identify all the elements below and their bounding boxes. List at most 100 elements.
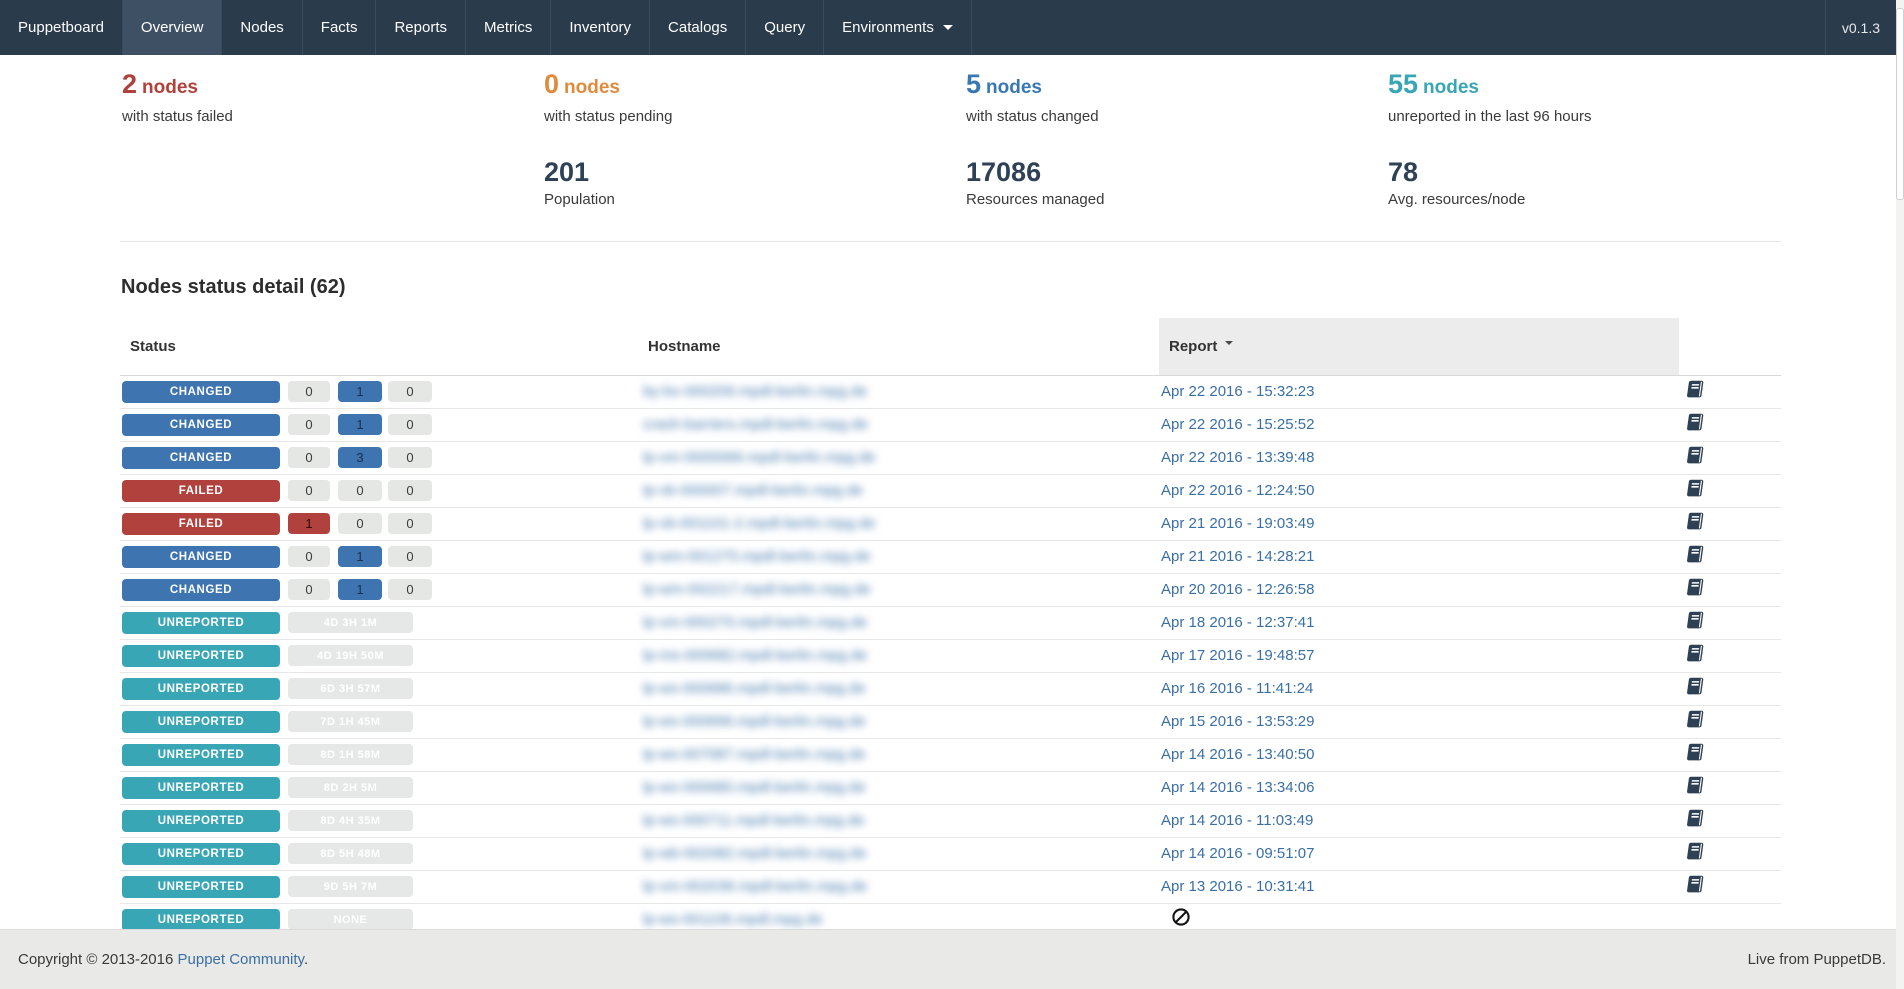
report-book-icon[interactable]: [1685, 742, 1706, 763]
report-icon-cell: [1679, 738, 1781, 772]
table-row: UNREPORTED 7D 1H 45M lp-ws-000696.mpdl-b…: [120, 705, 1781, 739]
scrollbar-track[interactable]: [1896, 0, 1904, 989]
report-date-link[interactable]: Apr 13 2016 - 10:31:41: [1161, 877, 1315, 895]
status-badge: UNREPORTED: [122, 611, 280, 634]
hostname-link-redacted[interactable]: lp-vm-000270.mpdl-berlin.mpg.de: [643, 613, 868, 631]
report-date-link[interactable]: Apr 14 2016 - 13:34:06: [1161, 778, 1315, 796]
report-book-icon[interactable]: [1685, 478, 1706, 499]
hostname-link-redacted[interactable]: lp-vm-002036.mpdl-berlin.mpg.de: [643, 877, 868, 895]
hostname-link-redacted[interactable]: lp-ws-000680.mpdl-berlin.mpg.de: [643, 778, 866, 796]
nav-item-catalogs[interactable]: Catalogs: [650, 0, 747, 55]
column-header-hostname[interactable]: Hostname: [638, 318, 1159, 376]
report-date-link[interactable]: Apr 15 2016 - 13:53:29: [1161, 712, 1315, 730]
report-date-link[interactable]: Apr 22 2016 - 12:24:50: [1161, 481, 1315, 499]
column-header-report[interactable]: Report: [1159, 318, 1679, 376]
nav-item-nodes[interactable]: Nodes: [222, 0, 303, 55]
report-book-icon[interactable]: [1685, 610, 1706, 631]
report-book-icon[interactable]: [1685, 775, 1706, 796]
nav-item-facts[interactable]: Facts: [303, 0, 377, 55]
report-book-icon[interactable]: [1685, 874, 1706, 895]
scrollbar-thumb[interactable]: [1896, 8, 1904, 200]
nav-item-inventory[interactable]: Inventory: [551, 0, 651, 55]
brand-puppetboard[interactable]: Puppetboard: [0, 0, 123, 55]
book-icon: [1687, 710, 1704, 727]
report-date-link[interactable]: Apr 14 2016 - 13:40:50: [1161, 745, 1315, 763]
changed-unit: nodes: [986, 77, 1042, 98]
report-cell: Apr 14 2016 - 13:40:50: [1159, 738, 1679, 772]
hostname-cell: lp-vb-001101-2.mpdl-berlin.mpg.de: [638, 507, 1159, 541]
nav-item-environments[interactable]: Environments: [824, 0, 972, 55]
report-book-icon[interactable]: [1685, 808, 1706, 829]
report-cell: Apr 14 2016 - 09:51:07: [1159, 837, 1679, 871]
book-icon: [1687, 479, 1704, 496]
report-date-link[interactable]: Apr 16 2016 - 11:41:24: [1161, 679, 1314, 697]
report-date-link[interactable]: Apr 22 2016 - 15:32:23: [1161, 382, 1315, 400]
hostname-link-redacted[interactable]: lp-wm-001275.mpdl-berlin.mpg.de: [643, 547, 871, 565]
hostname-link-redacted[interactable]: lp-ws-000711.mpdl-berlin.mpg.de: [643, 811, 865, 829]
pending-description: with status pending: [544, 108, 673, 125]
ban-icon: [1172, 908, 1190, 926]
status-badge: UNREPORTED: [122, 644, 280, 667]
unreported-unit: nodes: [1423, 77, 1479, 98]
hostname-cell: lp-ws-000680.mpdl-berlin.mpg.de: [638, 771, 1159, 805]
report-date-link[interactable]: Apr 20 2016 - 12:26:58: [1161, 580, 1315, 598]
hostname-link-redacted[interactable]: lp-vb-001101-2.mpdl-berlin.mpg.de: [643, 514, 876, 532]
report-book-icon[interactable]: [1685, 379, 1706, 400]
report-book-icon[interactable]: [1685, 511, 1706, 532]
status-badge: UNREPORTED: [122, 908, 280, 931]
nav-item-reports[interactable]: Reports: [376, 0, 466, 55]
report-cell: Apr 22 2016 - 13:39:48: [1159, 441, 1679, 475]
nav-item-overview[interactable]: Overview: [122, 0, 223, 55]
report-book-icon[interactable]: [1685, 643, 1706, 664]
report-date-link[interactable]: Apr 22 2016 - 13:39:48: [1161, 448, 1315, 466]
report-book-icon[interactable]: [1685, 577, 1706, 598]
hostname-cell: lp-wm-001275.mpdl-berlin.mpg.de: [638, 540, 1159, 574]
no-report-indicator: [1171, 907, 1191, 927]
report-book-icon[interactable]: [1685, 544, 1706, 565]
report-cell: Apr 21 2016 - 19:03:49: [1159, 507, 1679, 541]
report-date-link[interactable]: Apr 14 2016 - 09:51:07: [1161, 844, 1315, 862]
report-date-link[interactable]: Apr 14 2016 - 11:03:49: [1161, 811, 1314, 829]
status-badge: UNREPORTED: [122, 677, 280, 700]
count-badges: 8D 5H 48M: [280, 843, 413, 864]
report-book-icon[interactable]: [1685, 841, 1706, 862]
nav-item-query[interactable]: Query: [746, 0, 825, 55]
hostname-link-redacted[interactable]: lp-ms-000682.mpdl-berlin.mpg.de: [643, 646, 868, 664]
hostname-link-redacted[interactable]: lp-wm-002217.mpdl-berlin.mpg.de: [643, 580, 871, 598]
hostname-link-redacted[interactable]: lp-ws-001106.mpdl.mpg.de: [643, 910, 823, 928]
report-date-link[interactable]: Apr 21 2016 - 14:28:21: [1161, 547, 1315, 565]
report-icon-cell: [1679, 441, 1781, 475]
hostname-link-redacted[interactable]: lp-vm-0000066.mpdl-berlin.mpg.de: [643, 448, 876, 466]
report-book-icon[interactable]: [1685, 445, 1706, 466]
hostname-cell: lp-ws-000711.mpdl-berlin.mpg.de: [638, 804, 1159, 838]
report-book-icon[interactable]: [1685, 709, 1706, 730]
status-cell: UNREPORTED 8D 4H 35M: [120, 804, 638, 838]
report-icon-cell: [1679, 408, 1781, 442]
table-row: UNREPORTED 4D 3H 1M lp-vm-000270.mpdl-be…: [120, 606, 1781, 640]
hostname-link-redacted[interactable]: lp-ws-007087.mpdl-berlin.mpg.de: [643, 745, 866, 763]
count-badge: 0: [288, 579, 330, 600]
hostname-link-redacted[interactable]: lp-vb-000007.mpdl-berlin.mpg.de: [643, 481, 864, 499]
nav-item-metrics[interactable]: Metrics: [466, 0, 552, 55]
hostname-link-redacted[interactable]: lp-ws-000696.mpdl-berlin.mpg.de: [643, 712, 866, 730]
hostname-link-redacted[interactable]: by-bv-000209.mpdl-berlin.mpg.de: [643, 382, 868, 400]
hostname-link-redacted[interactable]: crash-barriers.mpdl-berlin.mpg.de: [643, 415, 869, 433]
count-badges: NONE: [280, 909, 413, 930]
report-book-icon[interactable]: [1685, 412, 1706, 433]
puppet-community-link[interactable]: Puppet Community: [177, 951, 304, 968]
report-date-link[interactable]: Apr 22 2016 - 15:25:52: [1161, 415, 1315, 433]
report-book-icon[interactable]: [1685, 676, 1706, 697]
report-icon-cell: [1679, 507, 1781, 541]
hostname-link-redacted[interactable]: lp-ws-000686.mpdl-berlin.mpg.de: [643, 679, 866, 697]
report-date-link[interactable]: Apr 18 2016 - 12:37:41: [1161, 613, 1315, 631]
hostname-cell: lp-vm-002036.mpdl-berlin.mpg.de: [638, 870, 1159, 904]
hostname-link-redacted[interactable]: lp-wb-002082.mpdl-berlin.mpg.de: [643, 844, 867, 862]
report-date-link[interactable]: Apr 17 2016 - 19:48:57: [1161, 646, 1315, 664]
column-header-status[interactable]: Status: [120, 318, 638, 376]
report-date-link[interactable]: Apr 21 2016 - 19:03:49: [1161, 514, 1315, 532]
